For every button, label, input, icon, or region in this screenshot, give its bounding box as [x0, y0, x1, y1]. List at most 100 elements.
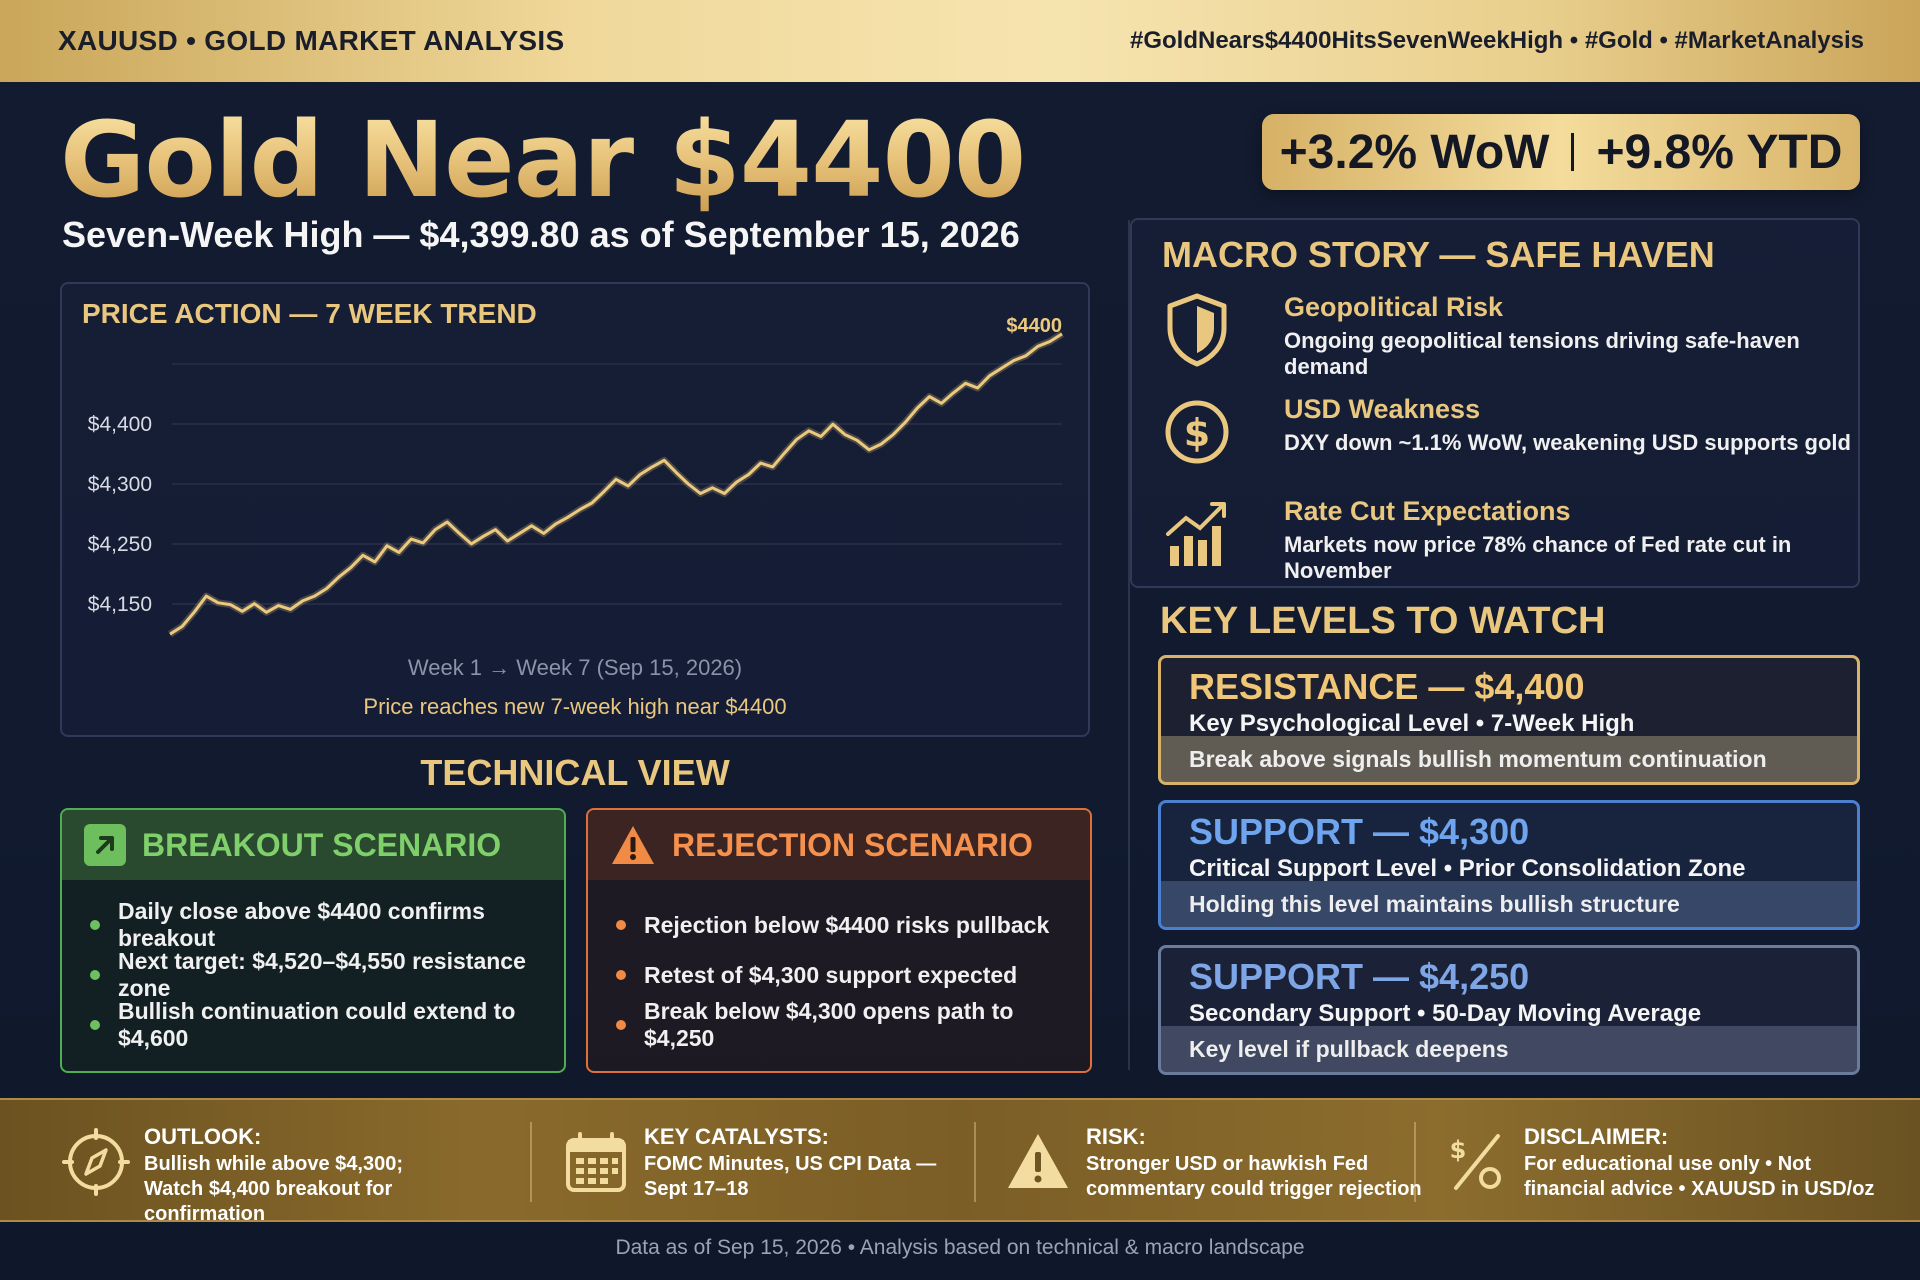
list-item: Next target: $4,520–$4,550 resistance zo…: [90, 948, 564, 1001]
chart-annotation: $4400: [1006, 315, 1062, 337]
y-tick-label: $4,150: [88, 593, 152, 616]
outlook-line: Bullish while above $4,300;: [144, 1153, 403, 1175]
price-chart-panel: $4,400 $4,300 $4,250 $4,150 $4400 PRICE ACTI…: [60, 282, 1090, 737]
level-title: SUPPORT — $4,250: [1189, 956, 1530, 997]
level-title: RESISTANCE — $4,400: [1189, 666, 1585, 707]
growth-chart-icon: [1166, 502, 1226, 566]
list-item-text: Retest of $4,300 support expected: [644, 961, 1018, 988]
band-divider: [530, 1122, 532, 1202]
risk-item: RISK: Stronger USD or hawkish Fed commen…: [1004, 1100, 1422, 1224]
catalysts-item: KEY CATALYSTS: FOMC Minutes, US CPI Data…: [562, 1100, 962, 1224]
svg-text:$: $: [1184, 411, 1210, 455]
key-levels-title: KEY LEVELS TO WATCH: [1160, 600, 1606, 642]
compass-icon: [62, 1128, 130, 1196]
wow-change: +3.2% WoW: [1279, 125, 1550, 179]
macro-title: MACRO STORY — SAFE HAVEN: [1162, 234, 1715, 275]
support-card-4250: SUPPORT — $4,250 Secondary Support • 50-…: [1158, 945, 1860, 1075]
rejection-scenario-card: REJECTION SCENARIO Rejection below $4400…: [586, 808, 1092, 1073]
macro-item-geopolitical: Geopolitical Risk Ongoing geopolitical t…: [1162, 292, 1852, 379]
breakout-list: Daily close above $4400 confirms breakou…: [62, 880, 564, 1051]
band-divider: [1414, 1122, 1416, 1202]
bullet-dot: [616, 920, 626, 930]
disclaimer-line: For educational use only • Not: [1524, 1153, 1812, 1175]
technical-view-title: TECHNICAL VIEW: [420, 752, 730, 793]
y-tick-label: $4,400: [88, 413, 152, 436]
top-banner: XAUUSD • GOLD MARKET ANALYSIS #GoldNears…: [0, 0, 1920, 82]
support-card-4300: SUPPORT — $4,300 Critical Support Level …: [1158, 800, 1860, 930]
risk-title: RISK:: [1086, 1124, 1146, 1149]
outlook-text: Bullish while above $4,300; Watch $4,400…: [144, 1152, 504, 1227]
macro-item-title: Geopolitical Risk: [1284, 292, 1504, 322]
list-item: Rejection below $4400 risks pullback: [616, 900, 1090, 950]
rejection-header: REJECTION SCENARIO: [588, 810, 1090, 880]
list-item-text: Next target: $4,520–$4,550 resistance zo…: [118, 948, 526, 1001]
price-chart: $4,400 $4,300 $4,250 $4,150 $4400: [88, 315, 1064, 638]
catalysts-line: Sept 17–18: [644, 1178, 749, 1200]
list-item: Daily close above $4400 confirms breakou…: [90, 898, 564, 951]
catalysts-line: FOMC Minutes, US CPI Data —: [644, 1153, 937, 1175]
list-item-text: Break below $4,300 opens path to $4,250: [644, 998, 1014, 1051]
bullet-dot: [616, 970, 626, 980]
chart-caption: Price reaches new 7-week high near $4400: [363, 694, 787, 719]
macro-item-title: USD Weakness: [1284, 394, 1481, 424]
macro-item-desc: Markets now price 78% chance of Fed rate…: [1284, 532, 1792, 583]
chart-x-axis-label: Week 1 → Week 7 (Sep 15, 2026): [407, 655, 743, 680]
footer-note: Data as of Sep 15, 2026 • Analysis based…: [615, 1236, 1305, 1259]
y-tick-label: $4,250: [88, 533, 152, 556]
macro-item-desc: Ongoing geopolitical tensions driving sa…: [1284, 328, 1800, 379]
level-note: Holding this level maintains bullish str…: [1161, 881, 1857, 927]
macro-item-title: Rate Cut Expectations: [1284, 496, 1571, 526]
ytd-change: +9.8% YTD: [1596, 125, 1843, 179]
outlook-item: OUTLOOK: Bullish while above $4,300; Wat…: [62, 1100, 522, 1227]
currency-percent-icon: $: [1450, 1134, 1501, 1190]
level-note: Key level if pullback deepens: [1161, 1026, 1857, 1072]
disclaimer-title: DISCLAIMER:: [1524, 1124, 1669, 1149]
performance-badge: +3.2% WoW +9.8% YTD: [1262, 114, 1860, 190]
band-divider: [974, 1122, 976, 1202]
column-divider: [1128, 220, 1130, 1070]
macro-story-panel: MACRO STORY — SAFE HAVEN Geopolitical Ri…: [1130, 218, 1860, 588]
pill-divider: [1571, 133, 1575, 171]
summary-band: OUTLOOK: Bullish while above $4,300; Wat…: [0, 1098, 1920, 1227]
disclaimer-item: $ DISCLAIMER: For educational use only •…: [1442, 1100, 1882, 1224]
risk-line: Stronger USD or hawkish Fed: [1086, 1153, 1369, 1175]
price-line: [169, 332, 1063, 636]
y-tick-label: $4,300: [88, 473, 152, 496]
outlook-title: OUTLOOK:: [144, 1124, 262, 1149]
svg-text:$: $: [1450, 1136, 1467, 1164]
list-item: Bullish continuation could extend to $4,…: [90, 998, 564, 1051]
catalysts-title: KEY CATALYSTS:: [644, 1124, 829, 1149]
brand-title: XAUUSD • GOLD MARKET ANALYSIS: [58, 25, 565, 56]
hashtags: #GoldNears$4400HitsSevenWeekHigh • #Gold…: [1129, 27, 1864, 54]
rejection-title: REJECTION SCENARIO: [672, 826, 1033, 863]
bullet-dot: [90, 970, 100, 980]
bullet-dot: [90, 920, 100, 930]
catalysts-text: FOMC Minutes, US CPI Data — Sept 17–18: [644, 1152, 1004, 1202]
page-title: Gold Near $4400: [60, 99, 1026, 221]
warning-icon: [1008, 1134, 1068, 1188]
warning-icon: [612, 826, 654, 864]
list-item-text: Bullish continuation could extend to $4,…: [118, 998, 516, 1051]
risk-line: commentary could trigger rejection: [1086, 1178, 1422, 1200]
list-item-text: Rejection below $4400 risks pullback: [644, 911, 1050, 938]
list-item-text: Daily close above $4400 confirms breakou…: [118, 898, 485, 951]
arrow-up-right-icon: [84, 824, 126, 866]
shield-icon: [1167, 293, 1227, 367]
dollar-icon: $: [1165, 400, 1229, 464]
level-subtitle: Key Psychological Level • 7-Week High: [1189, 710, 1635, 737]
level-subtitle: Critical Support Level • Prior Consolida…: [1189, 855, 1746, 882]
macro-item-usd: $ USD Weakness DXY down ~1.1% WoW, weake…: [1162, 394, 1852, 474]
chart-title: PRICE ACTION — 7 WEEK TREND: [82, 298, 537, 329]
outlook-line: Watch $4,400 breakout for confirmation: [144, 1178, 393, 1225]
list-item: Break below $4,300 opens path to $4,250: [616, 998, 1090, 1051]
bullet-dot: [616, 1020, 626, 1030]
breakout-scenario-card: BREAKOUT SCENARIO Daily close above $440…: [60, 808, 566, 1073]
disclaimer-text: For educational use only • Not financial…: [1524, 1152, 1884, 1202]
disclaimer-line: financial advice • XAUUSD in USD/oz: [1524, 1178, 1875, 1200]
list-item: Retest of $4,300 support expected: [616, 950, 1090, 1000]
macro-item-desc: DXY down ~1.1% WoW, weakening USD suppor…: [1284, 430, 1851, 455]
risk-text: Stronger USD or hawkish Fed commentary c…: [1086, 1152, 1446, 1202]
level-subtitle: Secondary Support • 50-Day Moving Averag…: [1189, 1000, 1702, 1027]
resistance-card: RESISTANCE — $4,400 Key Psychological Le…: [1158, 655, 1860, 785]
bullet-dot: [90, 1020, 100, 1030]
